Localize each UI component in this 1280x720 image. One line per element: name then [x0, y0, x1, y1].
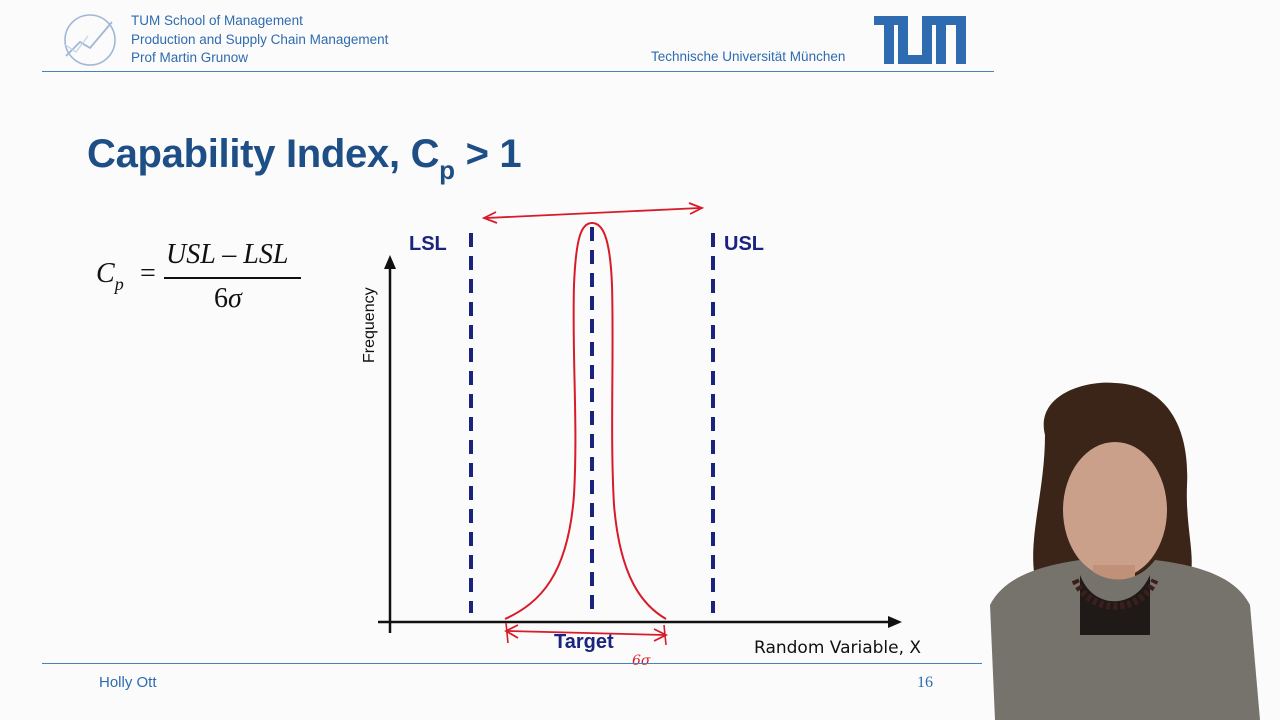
- x-axis-arrow-icon: [888, 616, 902, 628]
- six-sigma-arrow-right-icon: [653, 628, 669, 642]
- formula-equals: =: [140, 258, 156, 289]
- six-sigma-tick-right: [663, 624, 667, 646]
- presenter-name: Holly Ott: [99, 674, 157, 691]
- six-sigma-tick-left: [505, 622, 509, 644]
- slide-header: TUM School of Management Production and …: [0, 0, 1000, 76]
- lsl-label: LSL: [409, 233, 447, 255]
- page-number: 16: [917, 674, 933, 691]
- capability-formula: Cp = USL – LSL 6σ: [96, 236, 316, 326]
- target-label: Target: [554, 631, 614, 653]
- spec-width-arrow-right-icon: [688, 202, 705, 215]
- header-university: Technische Universität München: [651, 49, 846, 64]
- header-school: TUM School of Management: [131, 13, 303, 28]
- header-divider: [42, 71, 994, 72]
- formula-denominator: 6σ: [214, 283, 242, 314]
- header-professor: Prof Martin Grunow: [131, 50, 249, 65]
- six-sigma-arrow: [507, 630, 665, 636]
- distribution-curve: [504, 221, 667, 620]
- spec-width-arrow: [485, 207, 701, 219]
- slide-title: Capability Index, Cp > 1: [87, 132, 522, 185]
- x-axis-label: Random Variable, X: [754, 638, 921, 658]
- usl-label: USL: [724, 233, 764, 255]
- footer-divider: [42, 663, 982, 664]
- y-axis-label: Frequency: [361, 287, 378, 363]
- tum-school-logo-icon: [63, 14, 116, 66]
- capability-diagram: LSL USL Frequency Random Variable, X Tar…: [361, 202, 921, 669]
- tum-logo-icon: [874, 16, 966, 64]
- presenter-video-overlay: [990, 382, 1260, 720]
- y-axis-arrow-icon: [384, 255, 396, 269]
- spec-width-arrow-left-icon: [481, 211, 498, 224]
- six-sigma-annotation: 6σ: [632, 653, 651, 669]
- title-subscript: p: [439, 155, 455, 185]
- formula-lhs: Cp: [96, 258, 124, 294]
- formula-numerator: USL – LSL: [166, 239, 289, 270]
- header-chair: Production and Supply Chain Management: [131, 31, 389, 47]
- formula-fraction-bar: [164, 277, 301, 279]
